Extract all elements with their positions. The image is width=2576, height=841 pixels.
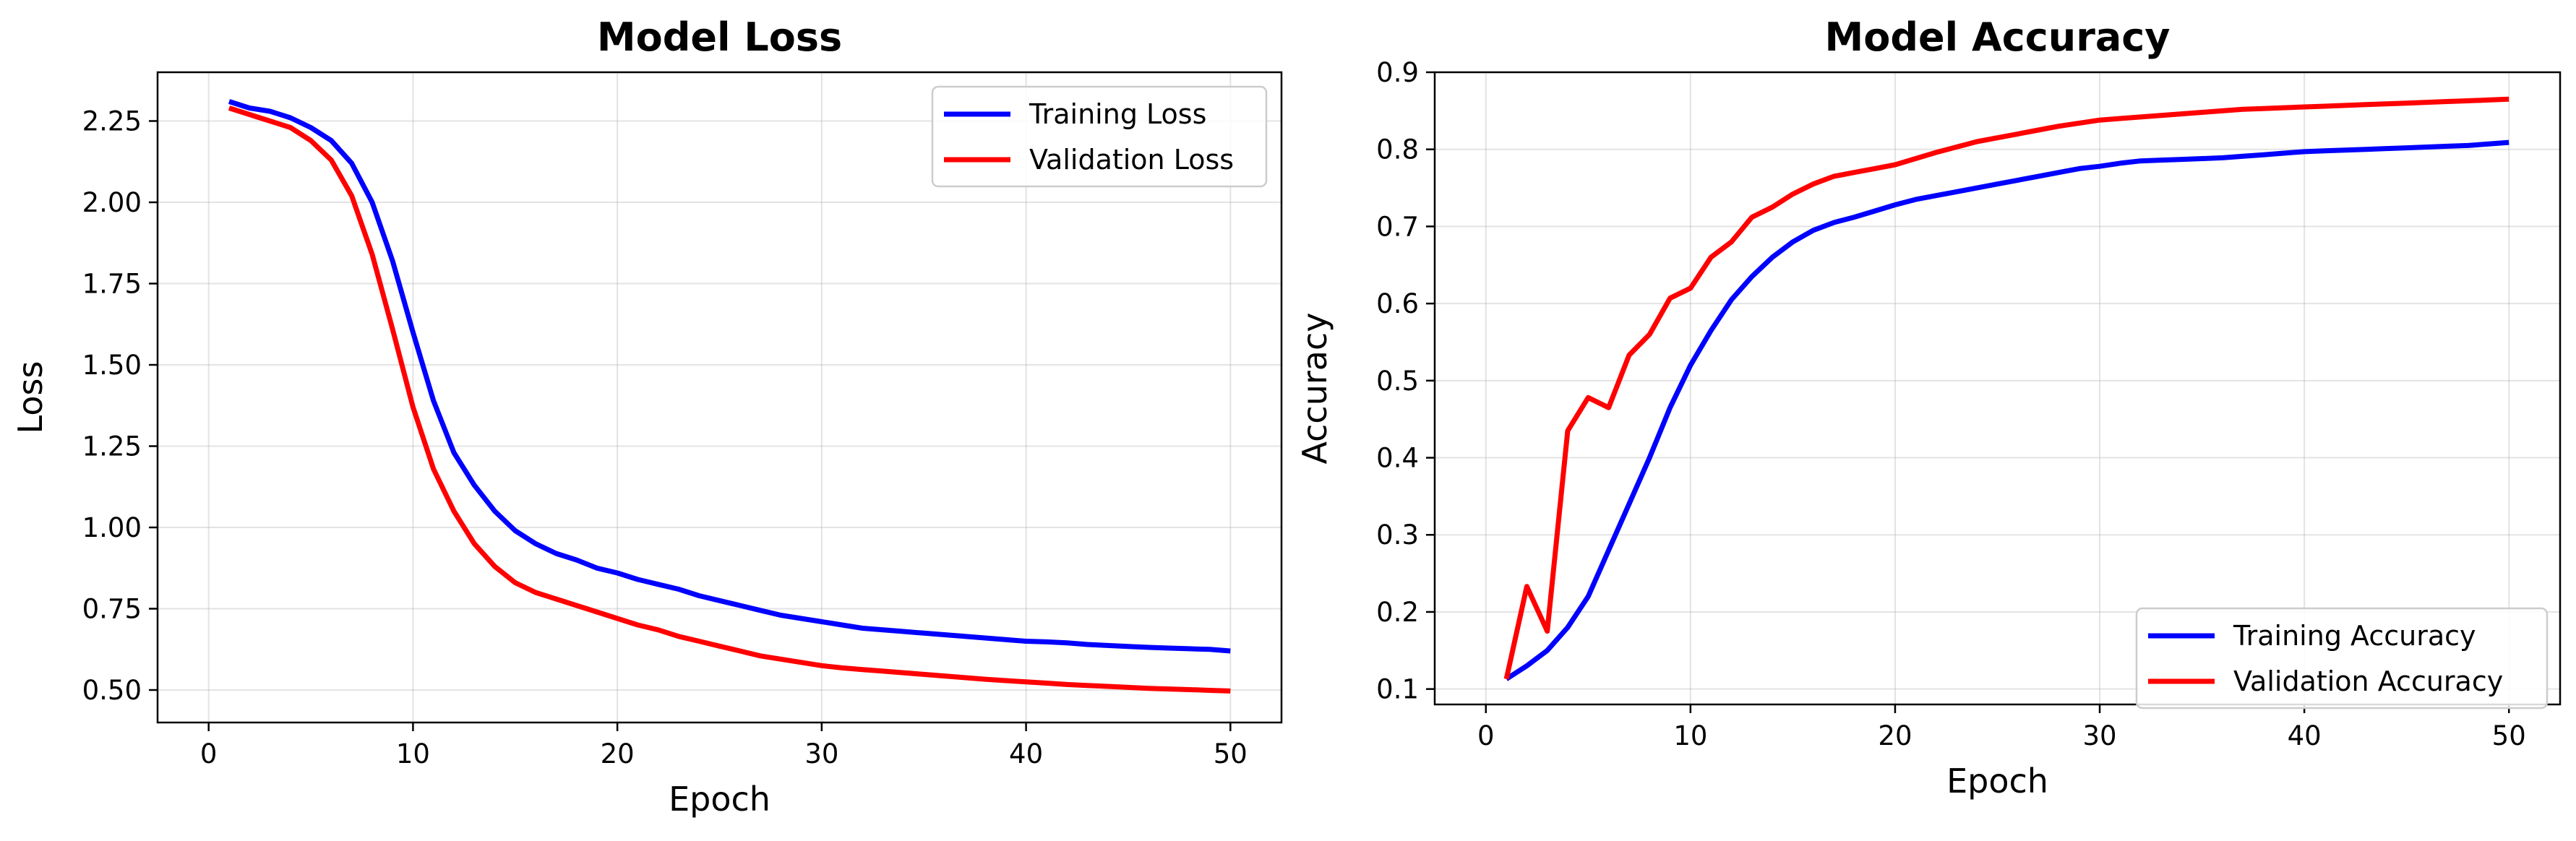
plot-frame bbox=[1433, 71, 2562, 706]
legend: Training Accuracy Validation Accuracy bbox=[2135, 607, 2549, 710]
x-axis-label: Epoch bbox=[669, 780, 770, 819]
y-tick-label: 0.6 bbox=[1376, 288, 1419, 319]
series-line-validation-accuracy bbox=[1503, 96, 2510, 680]
x-tick-label: 30 bbox=[804, 738, 838, 769]
y-axis-label: Accuracy bbox=[1295, 312, 1334, 464]
y-tick-label: 2.25 bbox=[82, 106, 142, 137]
x-tick-label: 0 bbox=[200, 738, 218, 769]
legend-box bbox=[2135, 607, 2549, 710]
y-tick-label: 0.7 bbox=[1376, 211, 1419, 242]
y-tick-label: 0.2 bbox=[1376, 597, 1419, 628]
chart-title: Model Accuracy bbox=[1825, 14, 2171, 60]
series-line-validation-loss bbox=[228, 105, 1231, 694]
y-tick-label: 1.50 bbox=[82, 350, 142, 381]
loss-chart: 0 10 20 30 40 50 0.50 0.75 1.00 1.25 1.50 1.75 2.00 2… bbox=[11, 14, 1283, 819]
y-axis-label: Loss bbox=[11, 361, 50, 434]
x-axis-label: Epoch bbox=[1946, 762, 2048, 801]
legend: Training Loss Validation Loss bbox=[931, 85, 1268, 188]
series-line-training-accuracy bbox=[1505, 139, 2510, 681]
chart-title: Model Loss bbox=[597, 14, 842, 60]
legend-label: Training Accuracy bbox=[2233, 620, 2476, 652]
x-tick-label: 50 bbox=[2492, 720, 2526, 751]
y-tick-label: 0.9 bbox=[1376, 57, 1419, 88]
y-tick-label: 0.75 bbox=[82, 594, 142, 625]
y-tick-label: 0.50 bbox=[82, 675, 142, 706]
y-tick-label: 0.1 bbox=[1376, 674, 1419, 705]
legend-label: Validation Loss bbox=[1029, 144, 1234, 176]
y-tick-label: 2.00 bbox=[82, 187, 142, 218]
x-tick-label: 50 bbox=[1214, 738, 1248, 769]
x-tick-label: 20 bbox=[601, 738, 635, 769]
x-tick-label: 10 bbox=[396, 738, 430, 769]
y-tick-label: 1.75 bbox=[82, 269, 142, 300]
y-tick-label: 0.3 bbox=[1376, 519, 1419, 551]
x-tick-label: 40 bbox=[2288, 720, 2322, 751]
legend-box bbox=[931, 85, 1268, 188]
legend-label: Validation Accuracy bbox=[2233, 665, 2503, 697]
y-tick-label: 0.5 bbox=[1376, 366, 1419, 397]
y-tick-label: 1.25 bbox=[82, 431, 142, 462]
x-tick-label: 20 bbox=[1878, 720, 1912, 751]
accuracy-chart: 0 10 20 30 40 50 0.1 0.2 0.3 0.4 0.5 0.6 0.7 0.8 0.9 Mo… bbox=[1295, 14, 2562, 801]
plot-frame bbox=[156, 71, 1283, 724]
x-tick-label: 10 bbox=[1673, 720, 1707, 751]
y-tick-label: 0.8 bbox=[1376, 134, 1419, 165]
x-tick-label: 0 bbox=[1477, 720, 1495, 751]
series-line-training-loss bbox=[228, 99, 1231, 654]
y-tick-label: 0.4 bbox=[1376, 443, 1419, 474]
x-tick-label: 40 bbox=[1009, 738, 1043, 769]
legend-label: Training Loss bbox=[1029, 98, 1206, 130]
y-tick-label: 1.00 bbox=[82, 512, 142, 543]
x-tick-label: 30 bbox=[2082, 720, 2116, 751]
